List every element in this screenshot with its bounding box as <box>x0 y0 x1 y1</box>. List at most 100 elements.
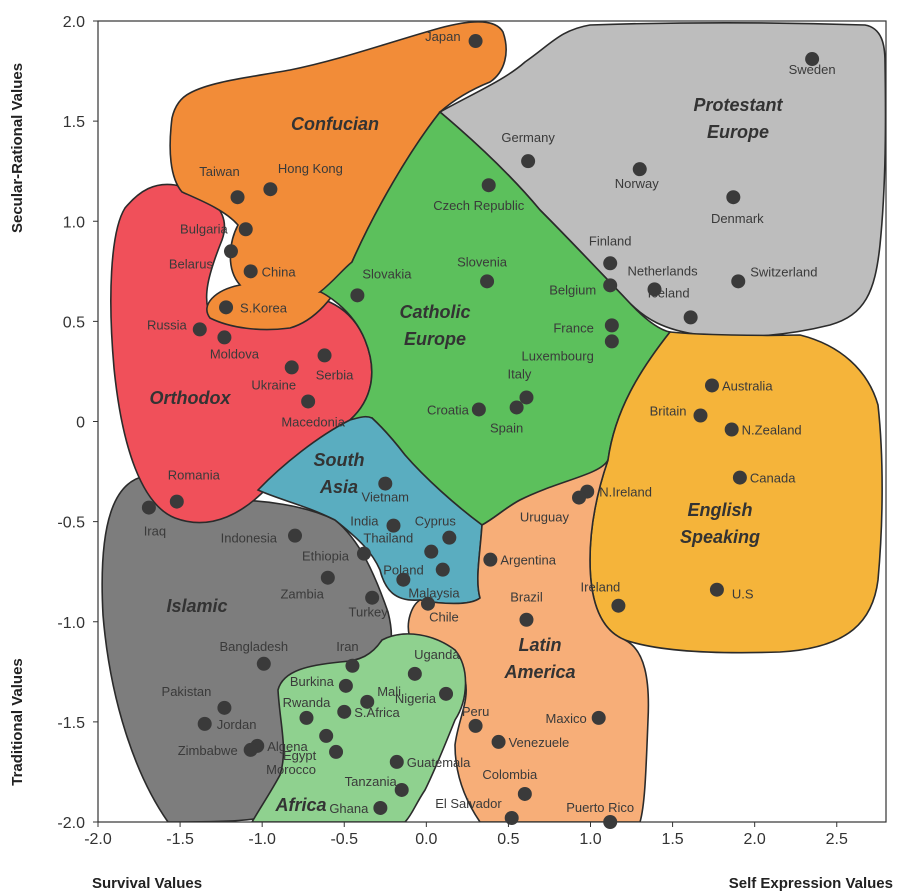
data-point-label: Slovenia <box>457 254 508 269</box>
data-point <box>604 318 619 333</box>
region-label: South Asia <box>314 450 365 497</box>
x-tick-label: -1.0 <box>248 831 276 848</box>
data-point <box>603 278 618 293</box>
data-point-label: Denmark <box>711 211 764 226</box>
data-point-label: Iran <box>336 639 358 654</box>
data-point <box>442 530 457 545</box>
data-point <box>407 666 422 681</box>
data-point-label: Romania <box>168 468 221 483</box>
x-tick-label: 0.5 <box>497 831 519 848</box>
data-point-label: Puerto Rico <box>566 800 634 815</box>
x-tick-label: 1.5 <box>661 831 683 848</box>
data-point-label: Argentina <box>500 553 556 568</box>
data-point-label: Venezuele <box>509 735 570 750</box>
data-point <box>603 256 618 271</box>
data-point-label: Brazil <box>510 590 543 605</box>
data-point <box>732 470 747 485</box>
data-point <box>611 598 626 613</box>
region-label: Protestant Europe <box>693 95 783 142</box>
data-point-label: Ukraine <box>251 377 296 392</box>
data-point <box>243 264 258 279</box>
y-tick-label: -0.5 <box>57 515 85 532</box>
data-point-label: Zambia <box>280 587 324 602</box>
data-point-label: Uruguay <box>520 510 570 525</box>
data-point-label: Moldova <box>210 346 260 361</box>
data-point <box>480 274 495 289</box>
data-point <box>223 244 238 259</box>
data-point <box>350 288 365 303</box>
data-point <box>471 402 486 417</box>
data-point <box>396 572 411 587</box>
data-point <box>709 582 724 597</box>
data-point-label: N.Ireland <box>599 485 652 500</box>
data-point <box>360 694 375 709</box>
y-tick-label: 2.0 <box>63 14 85 31</box>
data-point <box>169 494 184 509</box>
data-point-label: Pakistan <box>162 684 212 699</box>
data-point-label: Indonesia <box>221 531 278 546</box>
data-point-label: Poland <box>383 563 423 578</box>
region-africa <box>251 633 467 822</box>
data-point-label: Iceland <box>648 285 690 300</box>
data-point <box>647 282 662 297</box>
data-point-label: Vietnam <box>362 490 409 505</box>
data-point <box>517 786 532 801</box>
data-point-label: N.Zealand <box>742 423 802 438</box>
data-point-label: U.S <box>732 587 754 602</box>
x-tick-label: -2.0 <box>84 831 112 848</box>
data-point <box>284 360 299 375</box>
data-point-label: Egypt <box>283 748 317 763</box>
data-point <box>329 744 344 759</box>
data-point-label: Algena <box>267 739 308 754</box>
data-point-label: France <box>553 320 593 335</box>
data-point-label: Ethiopia <box>302 549 350 564</box>
data-point <box>704 378 719 393</box>
region-label: Latin America <box>503 635 575 682</box>
y-tick-label: 0.5 <box>63 314 85 331</box>
data-point <box>731 274 746 289</box>
x-tick-label: 2.5 <box>826 831 848 848</box>
data-point <box>683 310 698 325</box>
data-point <box>468 718 483 733</box>
x-axis-label-right: Self Expression Values <box>729 875 893 892</box>
y-axis-label-bottom: Traditional Values <box>9 658 26 786</box>
data-point <box>217 330 232 345</box>
data-point <box>256 656 271 671</box>
data-point-label: Belgium <box>549 282 596 297</box>
data-point-label: Cyprus <box>415 514 457 529</box>
data-point <box>519 390 534 405</box>
y-tick-label: -1.5 <box>57 715 85 732</box>
x-axis-label-left: Survival Values <box>92 875 202 892</box>
data-point <box>420 596 435 611</box>
region-label: Islamic <box>166 596 227 616</box>
data-point-label: Hong Kong <box>278 161 343 176</box>
data-point <box>263 182 278 197</box>
data-point <box>288 528 302 543</box>
data-point <box>320 570 335 585</box>
data-point-label: Italy <box>508 366 532 381</box>
y-tick-label: 1.0 <box>63 214 85 231</box>
data-point-label: S.Africa <box>354 705 400 720</box>
x-tick-label: 2.0 <box>744 831 766 848</box>
y-tick-label: -1.0 <box>57 615 85 632</box>
data-point <box>219 300 234 315</box>
data-point <box>632 162 647 177</box>
data-point <box>424 544 439 559</box>
data-point <box>521 154 536 169</box>
region-label: Orthodox <box>150 388 232 408</box>
data-point-label: S.Korea <box>240 300 288 315</box>
data-point-label: Czech Republic <box>433 198 525 213</box>
data-point <box>519 612 534 627</box>
region-label: Africa <box>274 795 326 815</box>
x-tick-label: 1.0 <box>579 831 601 848</box>
data-point <box>317 348 332 363</box>
data-point-label: Mali <box>377 684 401 699</box>
data-point <box>356 546 371 561</box>
data-point-label: Tanzania <box>345 774 398 789</box>
data-point <box>724 422 739 437</box>
region-label: Catholic Europe <box>399 302 470 349</box>
data-point <box>604 334 619 349</box>
data-point-label: China <box>262 264 297 279</box>
data-point <box>378 476 393 491</box>
data-point <box>468 34 483 49</box>
